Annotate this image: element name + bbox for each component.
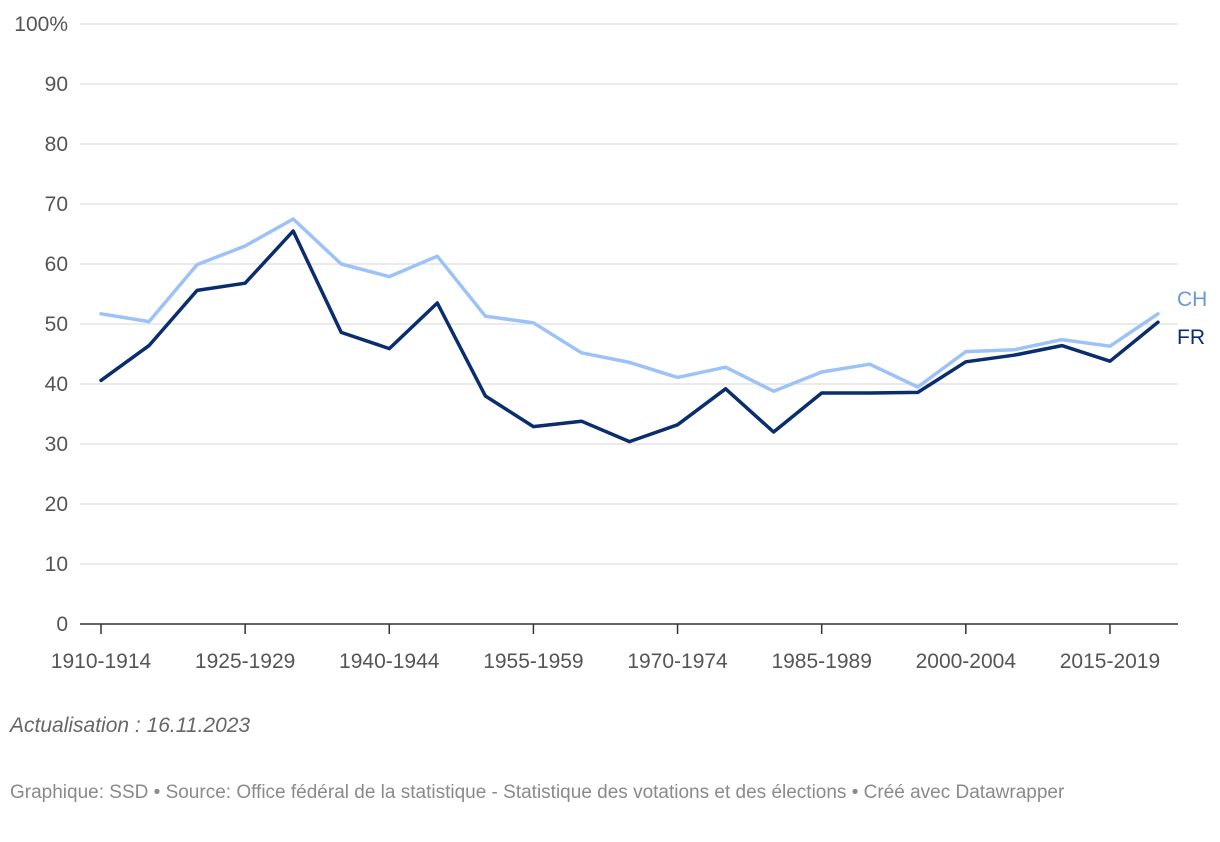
y-tick-label: 30 <box>45 433 68 456</box>
y-tick-label: 10 <box>45 553 68 576</box>
source-footer: Graphique: SSD • Source: Office fédéral … <box>10 782 1065 803</box>
series-label-fr: FR <box>1177 326 1205 349</box>
y-tick-label: 70 <box>45 193 68 216</box>
y-tick-label: 0 <box>56 613 68 636</box>
y-tick-label: 100% <box>14 13 68 36</box>
y-axis: 0 10 20 30 40 50 60 70 80 90 100% <box>14 13 68 636</box>
line-chart: 0 10 20 30 40 50 60 70 80 90 100% 1910-1914 1925-19… <box>14 13 1207 673</box>
gridlines <box>80 23 1178 625</box>
y-tick-label: 80 <box>45 133 68 156</box>
series-line-fr <box>99 229 1160 444</box>
series-label-ch: CH <box>1177 288 1207 311</box>
x-tick-label: 1940-1944 <box>339 650 440 673</box>
x-tick-label: 1910-1914 <box>51 650 152 673</box>
series-line-ch <box>99 217 1160 393</box>
y-tick-label: 90 <box>45 73 68 96</box>
update-note: Actualisation : 16.11.2023 <box>10 714 251 737</box>
x-tick-label: 1985-1989 <box>771 650 871 673</box>
y-tick-label: 50 <box>45 313 68 336</box>
series-lines <box>99 217 1160 444</box>
x-tick-label: 1955-1959 <box>483 650 583 673</box>
x-tick-label: 2000-2004 <box>916 650 1017 673</box>
series-labels: CH FR <box>1177 288 1207 349</box>
x-tick-label: 1925-1929 <box>195 650 295 673</box>
x-axis: 1910-1914 1925-1929 1940-1944 1955-1959 1970… <box>51 624 1160 673</box>
x-tick-label: 2015-2019 <box>1060 650 1160 673</box>
x-tick-label: 1970-1974 <box>627 650 728 673</box>
y-tick-label: 40 <box>45 373 68 396</box>
y-tick-label: 20 <box>45 493 68 516</box>
y-tick-label: 60 <box>45 253 68 276</box>
